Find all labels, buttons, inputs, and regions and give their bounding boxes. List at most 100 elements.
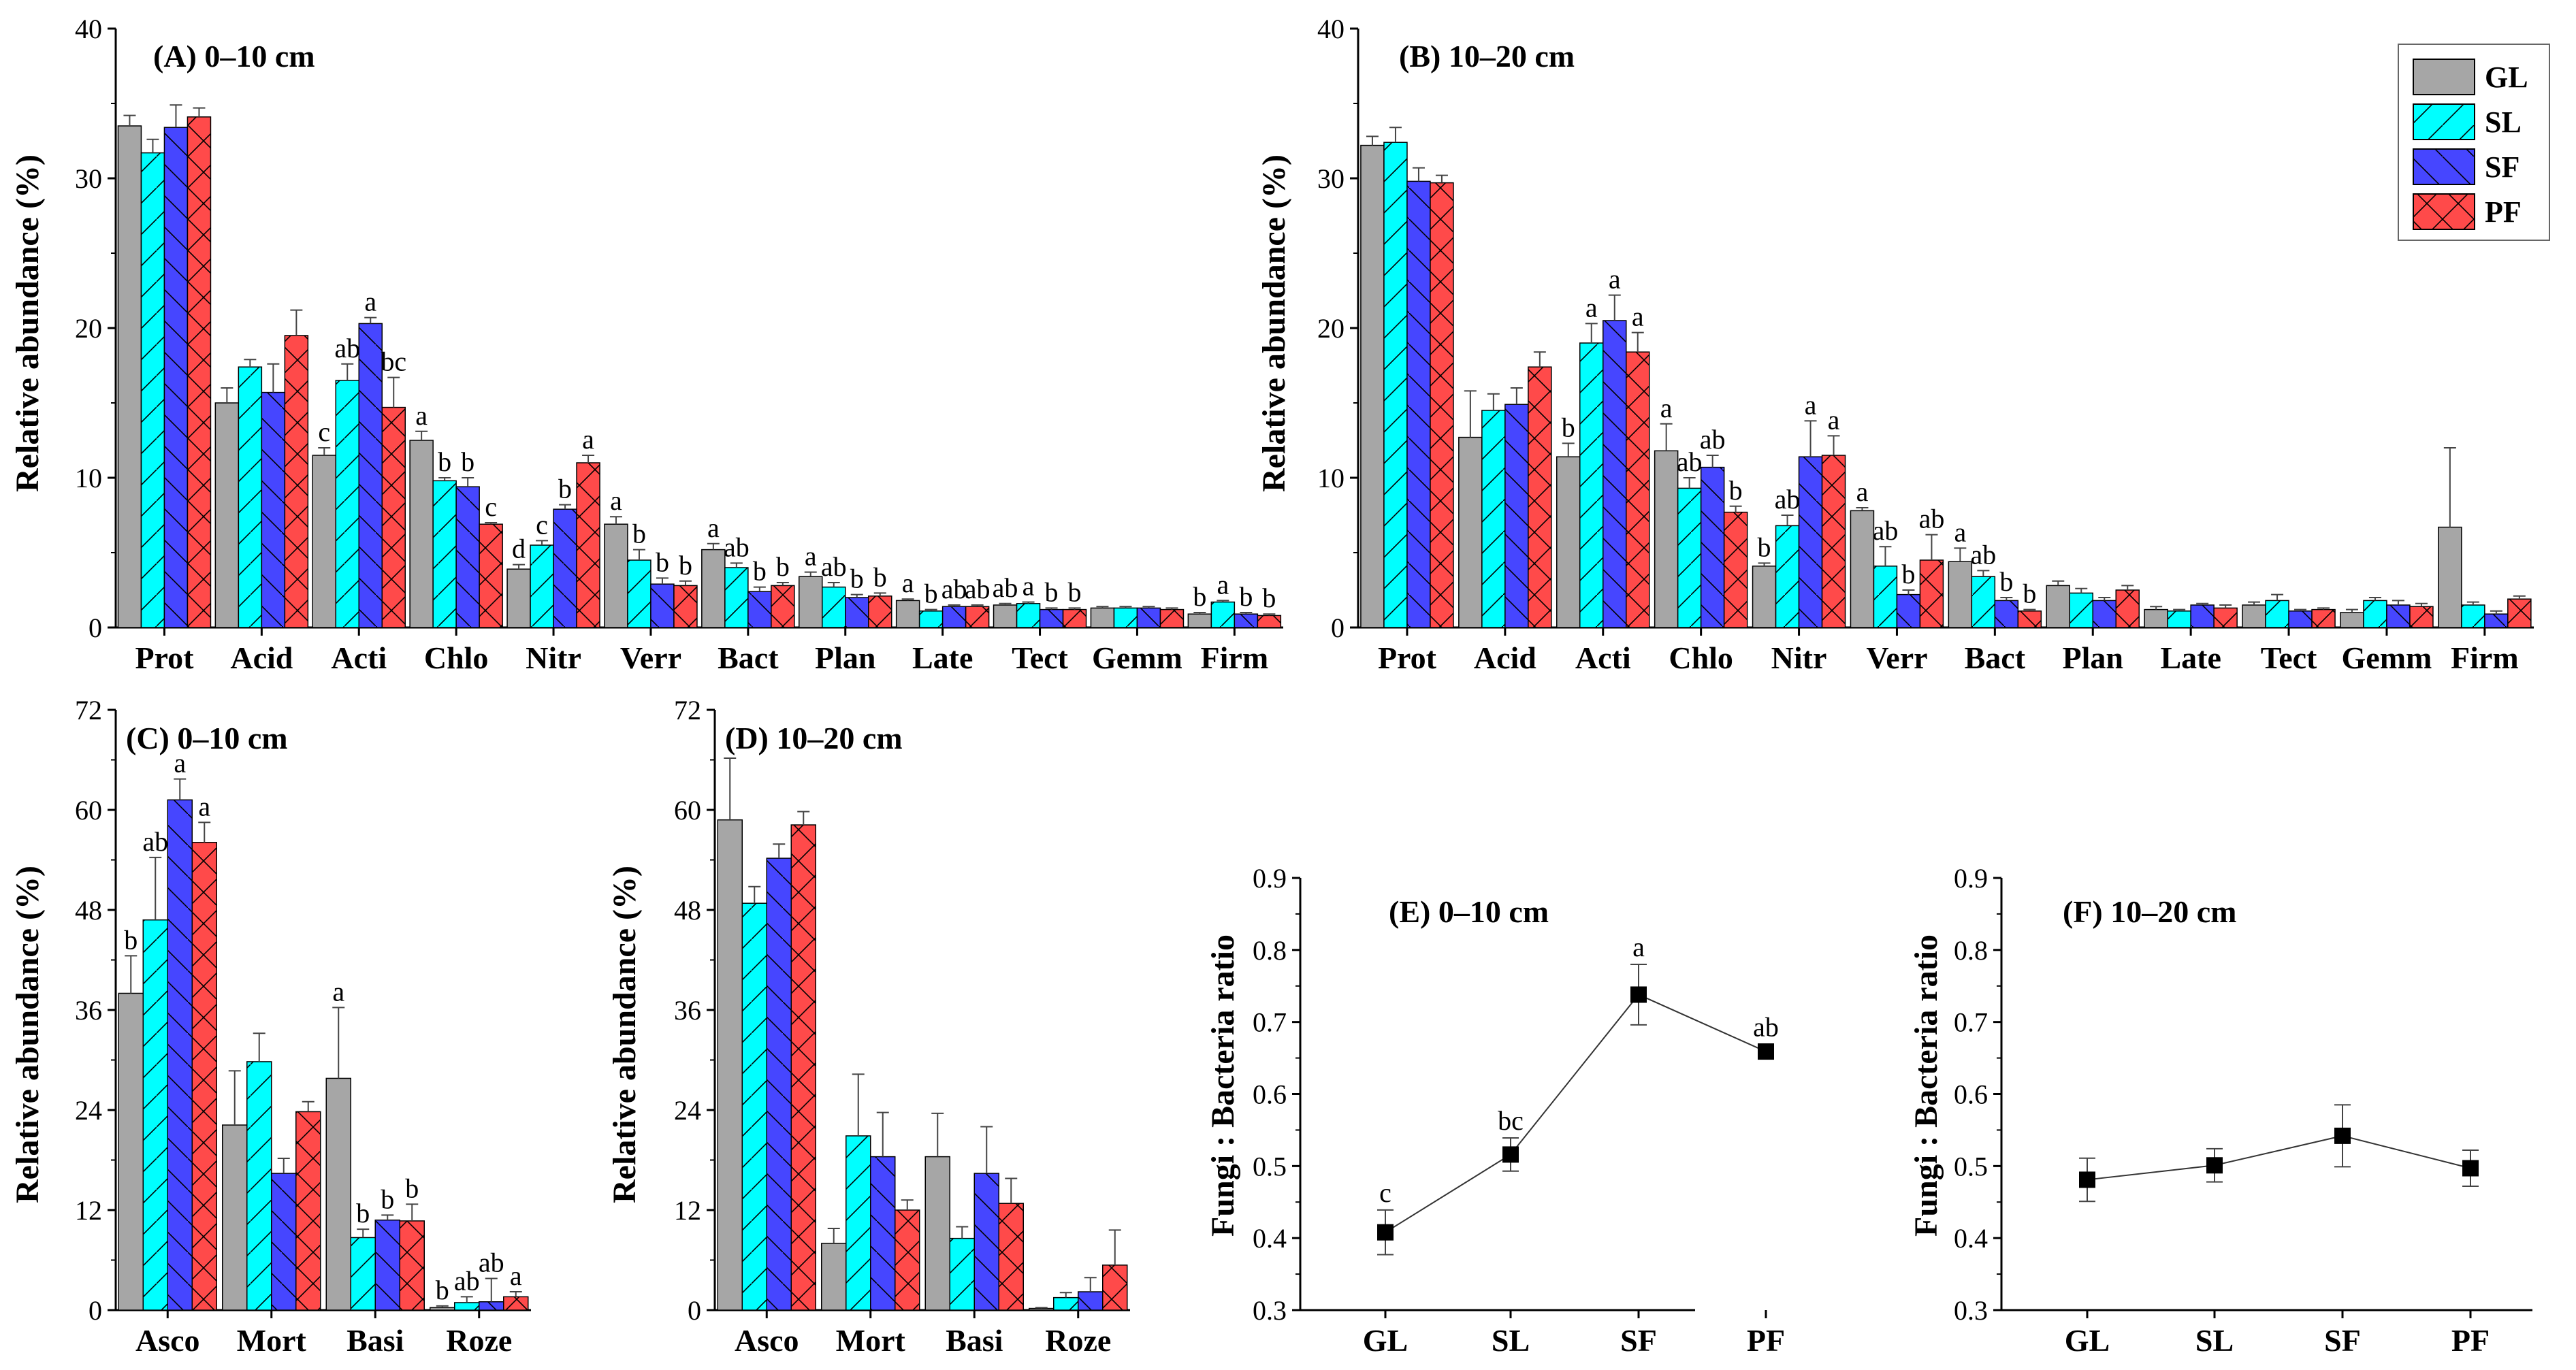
sig-letter-b: b bbox=[2023, 578, 2036, 609]
bar-b-late-gl bbox=[2144, 608, 2168, 628]
bar-hatch-d-roze-sl bbox=[1053, 1297, 1078, 1310]
bar-hatch-a-verr-pf bbox=[673, 585, 697, 627]
sig-letter-c: a bbox=[198, 791, 210, 821]
panel-a-y-tick-label: 20 bbox=[75, 313, 102, 344]
bar-hatch-a-nitr-sf bbox=[553, 509, 577, 627]
sig-letter-a: a bbox=[364, 287, 376, 317]
bar-b-nitr-gl bbox=[1752, 566, 1777, 628]
bar-b-verr-gl bbox=[1850, 510, 1875, 628]
panel-d-y-tick-label: 36 bbox=[674, 995, 701, 1026]
sig-letter-a: ab bbox=[941, 574, 967, 604]
bar-hatch-d-basi-sl bbox=[950, 1238, 975, 1310]
sig-letter-a: b bbox=[1239, 581, 1253, 612]
legend-hatch-sl bbox=[2413, 104, 2475, 140]
panel-a-category-label: Gemm bbox=[1092, 640, 1182, 675]
legend-hatch-sf bbox=[2413, 149, 2475, 184]
bar-b-tect-gl bbox=[2242, 604, 2266, 628]
sig-letter-c: a bbox=[174, 748, 186, 779]
point-e-sl bbox=[1502, 1146, 1519, 1163]
sig-letter-a: b bbox=[1068, 576, 1082, 607]
sig-letter-b: b bbox=[1999, 566, 2013, 597]
panel-e-y-tick-label: 0.7 bbox=[1253, 1007, 1287, 1038]
panel-b-y-tick-label: 10 bbox=[1317, 463, 1345, 493]
bar-a-gemm-gl bbox=[1090, 607, 1115, 628]
panel-e-y-tick-label: 0.5 bbox=[1253, 1151, 1287, 1181]
sig-letter-a: b bbox=[656, 547, 669, 577]
panel-f-y-tick-label: 0.8 bbox=[1954, 935, 1988, 966]
panel-c-y-tick-label: 60 bbox=[75, 795, 102, 826]
bar-hatch-b-chlo-sf bbox=[1701, 467, 1724, 627]
bar-hatch-a-chlo-sl bbox=[433, 480, 457, 627]
bar-a-firm-gl bbox=[1187, 613, 1212, 628]
panel-e-category-label: SL bbox=[1492, 1323, 1530, 1358]
panel-d-y-tick-label: 24 bbox=[674, 1095, 701, 1126]
bar-c-roze-gl bbox=[430, 1307, 455, 1311]
panel-e-category-label: SF bbox=[1620, 1323, 1657, 1358]
panel-d-y-tick-label: 60 bbox=[674, 795, 701, 826]
bar-c-asco-gl bbox=[118, 992, 144, 1311]
sig-letter-a: ab bbox=[724, 532, 750, 562]
bar-hatch-a-verr-sf bbox=[650, 584, 674, 627]
sig-letter-e: c bbox=[1379, 1177, 1391, 1208]
bar-hatch-b-bact-pf bbox=[2018, 610, 2042, 627]
panel-f-category-label: SF bbox=[2324, 1323, 2361, 1358]
bar-hatch-b-verr-pf bbox=[1920, 560, 1944, 627]
bar-a-plan-gl bbox=[799, 576, 823, 628]
sig-letter-c: a bbox=[332, 976, 344, 1007]
legend: GL SL SF PF bbox=[2398, 44, 2550, 241]
sig-letter-a: a bbox=[582, 424, 594, 455]
bar-hatch-a-firm-pf bbox=[1257, 615, 1281, 627]
sig-letter-a: b bbox=[461, 446, 474, 477]
panel-a-category-label: Acid bbox=[230, 640, 293, 675]
legend-hatch-pf bbox=[2413, 194, 2475, 229]
panel-f-category-label: PF bbox=[2451, 1323, 2490, 1358]
bar-hatch-a-firm-sl bbox=[1211, 602, 1235, 627]
sig-letter-b: ab bbox=[1700, 424, 1726, 455]
panel-d-y-tick-label: 48 bbox=[674, 895, 701, 926]
bar-hatch-b-nitr-sl bbox=[1775, 525, 1799, 627]
sig-letter-c: ab bbox=[454, 1265, 480, 1296]
sig-letter-a: a bbox=[415, 400, 428, 431]
panel-b-category-label: Nitr bbox=[1771, 640, 1827, 675]
sig-letter-b: a bbox=[1660, 393, 1673, 423]
panel-b-category-label: Acid bbox=[1474, 640, 1536, 675]
sig-letter-a: c bbox=[485, 491, 497, 522]
sig-letter-b: b bbox=[1758, 532, 1771, 562]
panel-a-category-label: Late bbox=[912, 640, 973, 675]
panel-f-y-tick-label: 0.5 bbox=[1954, 1151, 1988, 1181]
sig-letter-b: a bbox=[1828, 404, 1840, 435]
bar-hatch-c-roze-pf bbox=[503, 1296, 528, 1310]
sig-letter-b: a bbox=[1585, 292, 1598, 323]
panel-e-y-tick-label: 0.4 bbox=[1253, 1223, 1287, 1254]
bar-hatch-b-late-pf bbox=[2214, 608, 2238, 627]
sig-letter-a: b bbox=[632, 519, 646, 549]
panel-f-category-label: SL bbox=[2195, 1323, 2234, 1358]
panel-f-series-line bbox=[2087, 1135, 2471, 1181]
sig-letter-a: ab bbox=[993, 572, 1018, 603]
panel-b-y-tick-label: 30 bbox=[1317, 163, 1345, 194]
bar-hatch-b-late-sl bbox=[2168, 610, 2191, 627]
sig-letter-a: a bbox=[1217, 569, 1229, 600]
bar-hatch-c-asco-sf bbox=[167, 800, 193, 1310]
sig-letter-a: b bbox=[1262, 583, 1276, 613]
panel-d-category-label: Basi bbox=[946, 1323, 1003, 1358]
panel-a-category-label: Verr bbox=[620, 640, 681, 675]
bar-hatch-b-nitr-sf bbox=[1799, 457, 1822, 627]
bar-hatch-b-plan-sl bbox=[2070, 593, 2093, 627]
bar-hatch-a-plan-pf bbox=[868, 596, 892, 627]
bar-hatch-b-plan-sf bbox=[2093, 600, 2116, 627]
legend-swatch-gl bbox=[2413, 59, 2475, 95]
panel-a-category-label: Plan bbox=[815, 640, 875, 675]
point-f-sl bbox=[2206, 1157, 2223, 1174]
panel-b-category-label: Bact bbox=[1965, 640, 2026, 675]
panel-b-category-label: Acti bbox=[1575, 640, 1631, 675]
panel-d-y-tick-label: 0 bbox=[688, 1295, 701, 1326]
panel-e-y-axis-title: Fungi : Bacteria ratio bbox=[1205, 934, 1241, 1237]
bar-hatch-b-prot-sl bbox=[1383, 142, 1407, 627]
sig-letter-a: b bbox=[753, 556, 767, 587]
bar-hatch-b-gemm-sl bbox=[2363, 600, 2387, 627]
panel-b-y-tick-label: 40 bbox=[1317, 14, 1345, 44]
bar-c-basi-gl bbox=[325, 1077, 351, 1311]
legend-item-gl: GL bbox=[2413, 59, 2528, 95]
bar-hatch-a-verr-sl bbox=[627, 560, 651, 627]
